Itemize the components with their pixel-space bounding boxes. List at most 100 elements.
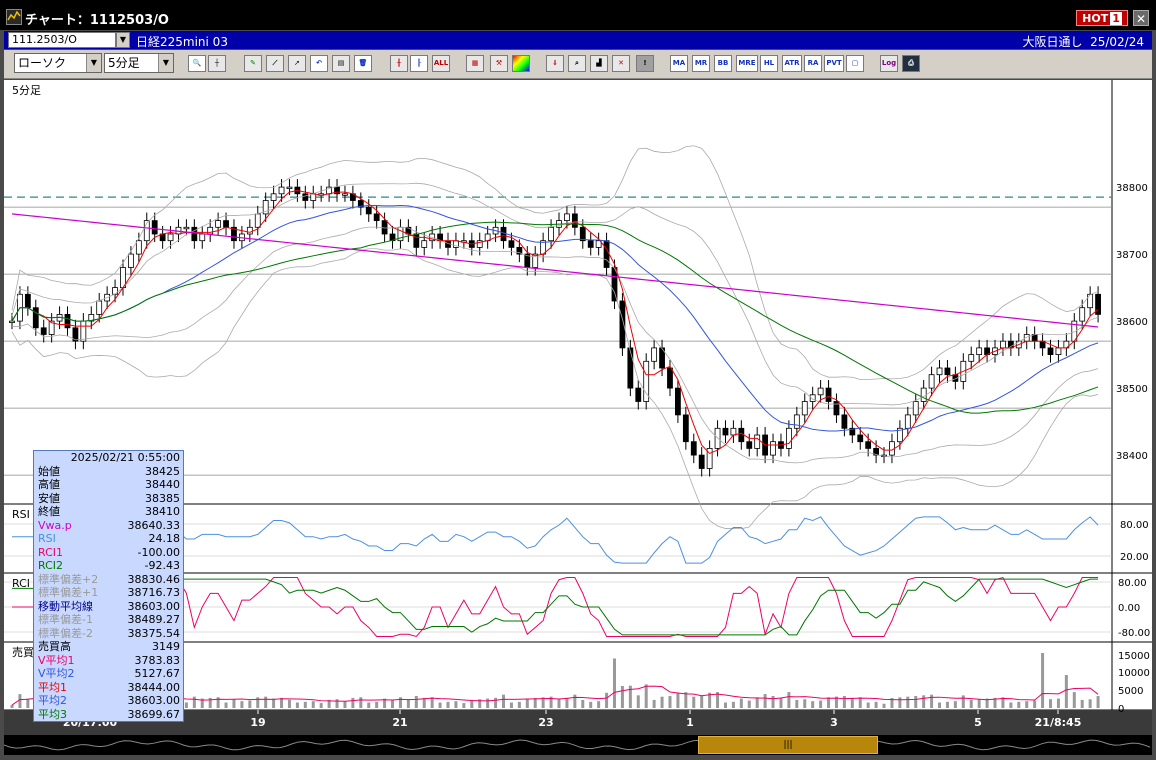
chevron-down-icon: ▼ (86, 54, 101, 72)
volume-bar (208, 697, 212, 708)
candle-body (675, 387, 681, 416)
interval-select[interactable]: 5分足 ▼ (104, 53, 174, 73)
chart-canvas[interactable]: 5分足 38800 38700 38600 38500 38400 RSI 80.00 20.0… (4, 80, 1152, 735)
crosshair-icon[interactable]: ┼ (208, 55, 226, 72)
hot-button[interactable]: HOT 1 (1076, 10, 1128, 26)
scrollbar-thumb[interactable]: ||| (698, 736, 878, 754)
volume-bar (819, 700, 823, 708)
candle-body (310, 193, 317, 201)
session-name: 大阪日通し (1022, 35, 1083, 49)
horizontal-scrollbar[interactable]: ||| (4, 735, 1152, 755)
bar-icon[interactable]: ╟ (410, 55, 428, 72)
atr-button[interactable]: ATR (782, 55, 802, 72)
volume-bar (1096, 696, 1100, 708)
candle-body (88, 313, 95, 322)
undo-icon[interactable]: ↶ (310, 55, 328, 72)
info-row-value: 38603.00 (127, 694, 181, 707)
print-icon[interactable]: ⎙ (902, 55, 920, 72)
candle-body (215, 220, 222, 228)
candle-body (968, 354, 975, 362)
mre-button[interactable]: MRE (736, 55, 758, 72)
volume-bar (1049, 699, 1053, 708)
volume-bar (1056, 698, 1060, 708)
volume-bar (866, 702, 870, 708)
candle-body (357, 200, 364, 208)
candle-body (746, 441, 753, 449)
info-row-label: RSI (38, 532, 56, 545)
trendline-icon[interactable]: ⟋ (266, 55, 284, 72)
candle-body (254, 213, 261, 228)
interval-value: 5分足 (108, 56, 140, 70)
candle-body (270, 193, 277, 201)
info-row-value: 38640.33 (127, 518, 181, 532)
trash-icon[interactable]: 🗑 (354, 55, 372, 72)
candle-body (587, 240, 594, 248)
info-row: 平均1 38444.00 (34, 681, 183, 695)
chart-type-select[interactable]: ローソク ▼ (14, 53, 102, 73)
info-row: 安値 38385 (34, 492, 183, 506)
bb-button[interactable]: BB (714, 55, 732, 72)
info-row: 標準偏差+1 38716.73 (34, 586, 183, 600)
volume-bar (256, 697, 260, 708)
candle-body (1079, 307, 1086, 322)
chart-area[interactable]: 5分足 38800 38700 38600 38500 38400 RSI 80.00 20.0… (4, 80, 1152, 735)
candle-body (40, 327, 47, 335)
candle-body (365, 206, 372, 215)
info-rows: 始値 38425 高値 38440 安値 38385 終値 38410 Vwa.p 38640.3… (34, 465, 183, 722)
candle-icon[interactable]: ╫ (390, 55, 408, 72)
disabled-icon[interactable]: ! (636, 55, 654, 72)
window-icon[interactable]: ▢ (846, 55, 864, 72)
memo-icon[interactable]: ▤ (332, 55, 350, 72)
zoom-icon[interactable]: 🔍 (188, 55, 206, 72)
log-button[interactable]: Log (880, 55, 898, 72)
volume-bar (383, 698, 387, 708)
volume-bar (391, 700, 395, 708)
volume-tick-label: 15000 (1118, 651, 1150, 662)
close-button[interactable]: ✕ (1133, 10, 1149, 26)
volume-bar (716, 692, 720, 708)
info-row: 売買高 3149 (34, 640, 183, 654)
symbol-input[interactable]: 111.2503/O (8, 32, 116, 48)
info-row-value: 38830.46 (127, 572, 181, 586)
candle-body (928, 374, 935, 389)
all-button[interactable]: ALL (432, 55, 450, 72)
mr-button[interactable]: MR (692, 55, 710, 72)
candle-body (199, 233, 206, 242)
pvt-button[interactable]: PVT (824, 55, 844, 72)
volume-bar (771, 695, 775, 708)
indicator-icon[interactable]: ▦ (466, 55, 484, 72)
arrow-down-icon[interactable]: ⇓ (546, 55, 564, 72)
candle-body (1047, 347, 1054, 355)
volume-bar (731, 701, 735, 708)
info-row-value: 38603.00 (127, 599, 181, 613)
rci2-line (12, 578, 1099, 636)
volume-bar (1088, 699, 1092, 708)
pointer-icon[interactable]: ➚ (288, 55, 306, 72)
volume-bar (509, 702, 513, 708)
ma-button[interactable]: MA (670, 55, 688, 72)
volume-bar (1064, 675, 1068, 708)
cross-icon[interactable]: ✕ (612, 55, 630, 72)
hot-label: HOT (1082, 12, 1109, 25)
pencil-icon[interactable]: ✎ (244, 55, 262, 72)
volume-bar (287, 699, 291, 708)
volume-bar (660, 696, 664, 708)
candle-body (896, 427, 903, 443)
chart-icon[interactable]: ▟ (590, 55, 608, 72)
hl-button[interactable]: HL (760, 55, 778, 72)
ra-button[interactable]: RA (804, 55, 822, 72)
candle-body (976, 347, 983, 355)
volume-bar (303, 701, 307, 708)
info-row-value: 38444.00 (127, 680, 181, 694)
wrench-icon[interactable]: ⚒ (490, 55, 508, 72)
volume-bar (1025, 701, 1029, 708)
search-chart-icon[interactable]: ⌕ (568, 55, 586, 72)
candle-body (825, 387, 832, 402)
info-row-label: 売買高 (38, 640, 71, 653)
color-icon[interactable] (512, 55, 530, 72)
info-row-value: 38375.54 (127, 626, 181, 640)
candle-body (857, 434, 864, 443)
volume-avg-line (11, 685, 1099, 706)
candle-body (80, 320, 87, 342)
symbol-dropdown-button[interactable]: ▼ (116, 32, 130, 48)
